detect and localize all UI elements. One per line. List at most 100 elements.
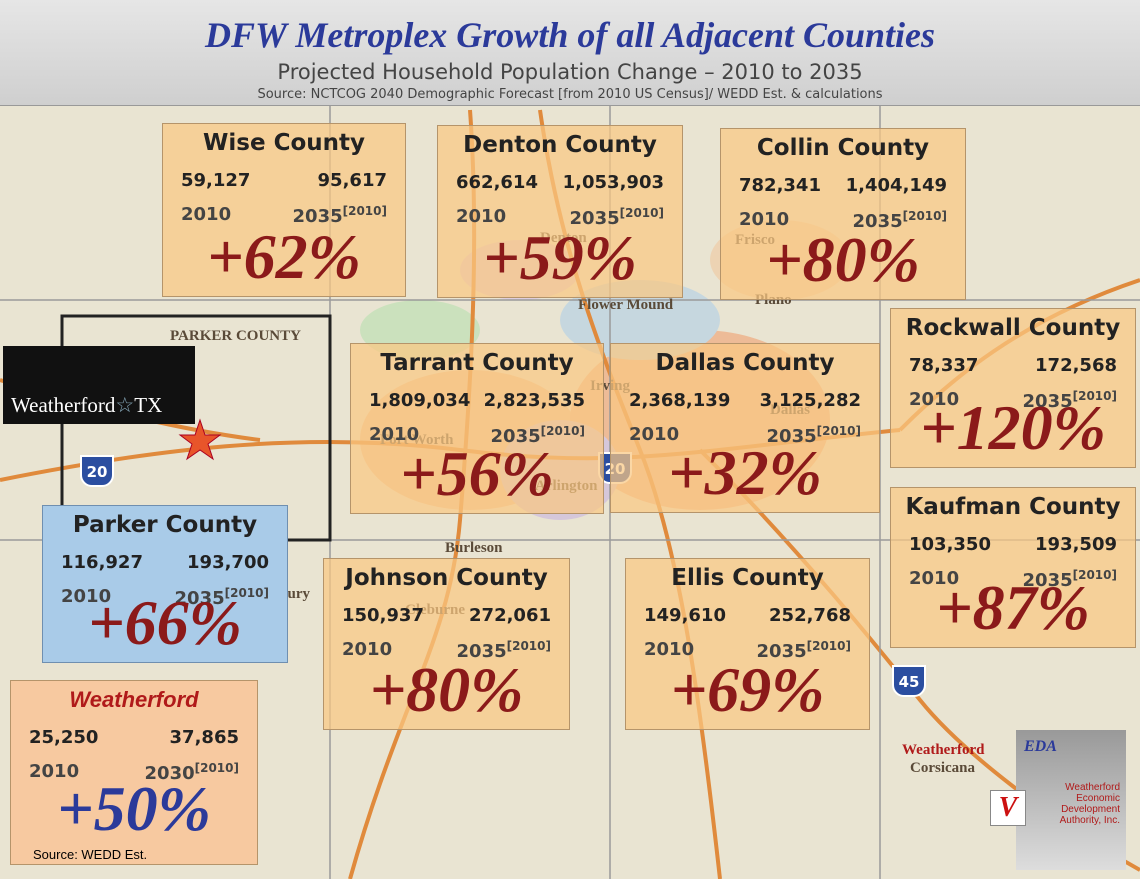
highway-shield: 45 <box>892 665 926 697</box>
year-start: 2010 <box>909 389 960 410</box>
year-end: 2035[2010] <box>570 206 664 229</box>
county-box: Wise County 59,127 95,617 2010 2035[2010] +62… <box>162 123 406 297</box>
year-end-value: 2035 <box>852 211 903 232</box>
eda-name: EDA <box>1024 738 1057 755</box>
year-end: 2035[2010] <box>853 209 947 232</box>
pop-2010: 59,127 <box>181 170 251 191</box>
county-name: Dallas County <box>655 350 835 376</box>
county-name: Ellis County <box>671 565 824 591</box>
pop-end: 252,768 <box>769 605 851 626</box>
county-box: Johnson County 150,937 272,061 2010 2035[201… <box>323 558 570 730</box>
year-start: 2010 <box>644 639 695 660</box>
subtitle: Projected Household Population Change – … <box>277 60 863 84</box>
logo-state: TX <box>134 393 163 417</box>
year-end-value: 2035 <box>1022 391 1073 412</box>
change: +80% <box>766 224 920 295</box>
change: +59% <box>483 222 637 293</box>
year-note: [2010] <box>506 639 551 653</box>
logo: Weatherford☆TX <box>3 346 195 424</box>
pop-2010: 2,368,139 <box>629 390 731 411</box>
year-end-value: 2035 <box>569 208 620 229</box>
county-box: Collin County 782,341 1,404,149 2010 2035[20… <box>720 128 966 300</box>
title: DFW Metroplex Growth of all Adjacent Cou… <box>204 15 936 55</box>
year-start: 2010 <box>181 204 232 225</box>
county-box: Weatherford 25,250 37,865 2010 2030[2010] +50… <box>10 680 258 865</box>
county-name: Rockwall County <box>905 315 1121 341</box>
map-label: Burleson <box>445 540 503 556</box>
pop-2010: 116,927 <box>61 552 143 573</box>
county-name: Kaufman County <box>905 494 1121 520</box>
year-end-value: 2035 <box>490 426 541 447</box>
pop-2010: 25,250 <box>29 727 99 748</box>
year-end-value: 2030 <box>144 763 195 784</box>
year-end: 2035[2010] <box>767 424 861 447</box>
year-end-value: 2035 <box>174 588 225 609</box>
county-name: Tarrant County <box>380 350 574 376</box>
year-note: [2010] <box>1072 568 1117 582</box>
county-name: Weatherford <box>69 687 199 712</box>
year-note: [2010] <box>902 209 947 223</box>
map-label: Flower Mound <box>578 297 674 313</box>
pop-2010: 662,614 <box>456 172 538 193</box>
pop-end: 272,061 <box>469 605 551 626</box>
eda-city: Weatherford <box>902 742 985 758</box>
weatherford-star <box>178 418 222 461</box>
map-label: PARKER COUNTY <box>170 328 301 344</box>
pop-2010: 103,350 <box>909 534 991 555</box>
year-start: 2010 <box>342 639 393 660</box>
year-end-value: 2035 <box>292 206 343 227</box>
county-name: Parker County <box>72 512 258 538</box>
county-box: Denton County 662,614 1,053,903 2010 2035[20… <box>437 125 683 298</box>
pop-2010: 1,809,034 <box>369 390 471 411</box>
header: DFW Metroplex Growth of all Adjacent Cou… <box>0 0 1140 106</box>
pop-end: 95,617 <box>317 170 387 191</box>
pop-end: 172,568 <box>1035 355 1117 376</box>
year-end: 2030[2010] <box>145 761 239 784</box>
county-box: Tarrant County 1,809,034 2,823,535 2010 2035… <box>350 343 604 514</box>
county-name: Denton County <box>463 132 657 158</box>
change: +66% <box>88 587 242 658</box>
year-note: [2010] <box>806 639 851 653</box>
year-note: [2010] <box>816 424 861 438</box>
year-start: 2010 <box>909 568 960 589</box>
eda-logo: EDA Weatherford Economic Development Aut… <box>1016 730 1126 870</box>
map-label: Corsicana <box>910 760 975 776</box>
change: +69% <box>670 654 825 725</box>
pop-end: 3,125,282 <box>759 390 861 411</box>
year-note: [2010] <box>224 586 269 600</box>
year-end: 2035[2010] <box>1023 568 1117 591</box>
pop-2010: 78,337 <box>909 355 979 376</box>
eda-full: Weatherford Economic Development Authori… <box>1059 782 1120 826</box>
year-end: 2035[2010] <box>293 204 387 227</box>
pop-end: 2,823,535 <box>483 390 585 411</box>
footnote: Source: WEDD Est. <box>33 847 148 862</box>
year-end-value: 2035 <box>456 641 507 662</box>
county-name: Wise County <box>203 130 365 156</box>
county-box: Parker County 116,927 193,700 2010 2035[2010… <box>42 505 288 663</box>
year-start: 2010 <box>739 209 790 230</box>
county-box: Kaufman County 103,350 193,509 2010 2035[201… <box>890 487 1136 648</box>
year-end-value: 2035 <box>756 641 807 662</box>
year-note: [2010] <box>1072 389 1117 403</box>
year-note: [2010] <box>619 206 664 220</box>
pop-end: 1,404,149 <box>845 175 947 196</box>
year-start: 2010 <box>629 424 680 445</box>
change: +62% <box>207 221 361 292</box>
year-end: 2035[2010] <box>175 586 269 609</box>
year-end: 2035[2010] <box>491 424 585 447</box>
year-start: 2010 <box>369 424 420 445</box>
year-note: [2010] <box>194 761 239 775</box>
change: +87% <box>936 572 1090 643</box>
county-box: Dallas County 2,368,139 3,125,282 2010 2035[… <box>610 343 880 513</box>
pop-end: 193,700 <box>187 552 269 573</box>
county-name: Johnson County <box>345 565 548 591</box>
year-end: 2035[2010] <box>457 639 551 662</box>
pop-end: 37,865 <box>169 727 239 748</box>
eda-mark: V <box>990 790 1026 826</box>
county-box: Ellis County 149,610 252,768 2010 2035[2010]… <box>625 558 870 730</box>
year-start: 2010 <box>29 761 80 782</box>
pop-end: 1,053,903 <box>562 172 664 193</box>
year-end-value: 2035 <box>766 426 817 447</box>
pop-2010: 150,937 <box>342 605 424 626</box>
